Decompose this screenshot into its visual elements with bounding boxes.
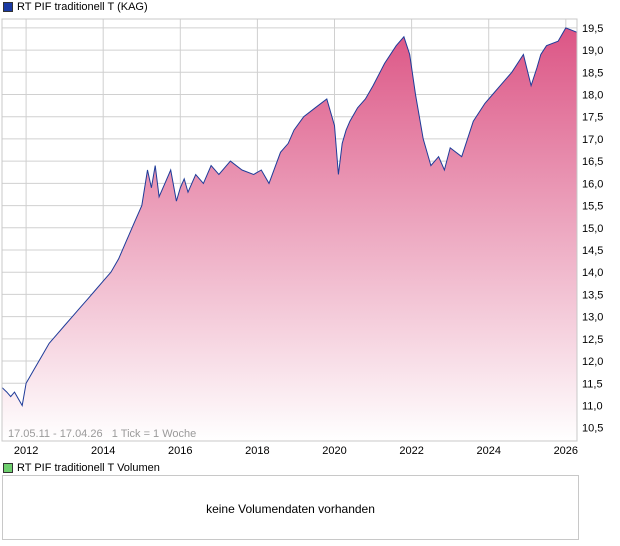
y-tick-label: 16,5 (582, 156, 603, 168)
price-legend-label: RT PIF traditionell T (KAG) (17, 1, 148, 13)
x-tick-label: 2012 (14, 445, 38, 457)
volume-legend-label: RT PIF traditionell T Volumen (17, 462, 160, 474)
x-tick-label: 2024 (476, 445, 500, 457)
x-tick-label: 2020 (322, 445, 346, 457)
x-axis: 2012 2014 2016 2018 2020 2022 2024 2026 (14, 445, 578, 457)
x-tick-label: 2018 (245, 445, 269, 457)
x-tick-label: 2022 (399, 445, 423, 457)
price-line (1, 27, 578, 407)
y-tick-label: 13,0 (582, 312, 603, 324)
y-tick-label: 18,0 (582, 90, 603, 102)
y-tick-label: 19,5 (582, 23, 603, 35)
y-tick-label: 14,0 (582, 267, 603, 279)
x-tick-label: 2014 (91, 445, 115, 457)
date-range-info: 17.05.11 - 17.04.26 1 Tick = 1 Woche (8, 428, 196, 440)
price-area (2, 27, 577, 442)
date-range-text: 17.05.11 - 17.04.26 (8, 428, 103, 440)
y-tick-label: 15,5 (582, 201, 603, 213)
y-tick-label: 11,5 (582, 378, 603, 390)
volume-legend: RT PIF traditionell T Volumen (3, 462, 160, 474)
y-tick-label: 11,0 (582, 400, 603, 412)
y-tick-label: 19,0 (582, 45, 603, 57)
x-tick-label: 2026 (554, 445, 578, 457)
y-tick-label: 18,5 (582, 67, 603, 79)
y-tick-label: 17,5 (582, 112, 603, 124)
volume-legend-swatch (3, 463, 13, 473)
y-tick-label: 17,0 (582, 134, 603, 146)
volume-panel: keine Volumendaten vorhanden (2, 475, 579, 540)
y-axis: 10,5 11,0 11,5 12,0 12,5 13,0 13,5 14,0 14,5 15,0… (582, 23, 603, 435)
y-tick-label: 15,0 (582, 223, 603, 235)
price-legend-swatch (3, 2, 13, 12)
y-tick-label: 10,5 (582, 423, 603, 435)
volume-empty-message: keine Volumendaten vorhanden (206, 502, 375, 516)
plot-frame (1, 18, 578, 442)
x-tick-label: 2016 (168, 445, 192, 457)
price-legend: RT PIF traditionell T (KAG) (3, 1, 148, 13)
y-tick-label: 12,5 (582, 334, 603, 346)
y-tick-label: 13,5 (582, 289, 603, 301)
y-tick-label: 12,0 (582, 356, 603, 368)
y-tick-label: 16,0 (582, 178, 603, 190)
tick-interval-text: 1 Tick = 1 Woche (111, 428, 197, 440)
y-tick-label: 14,5 (582, 245, 603, 257)
